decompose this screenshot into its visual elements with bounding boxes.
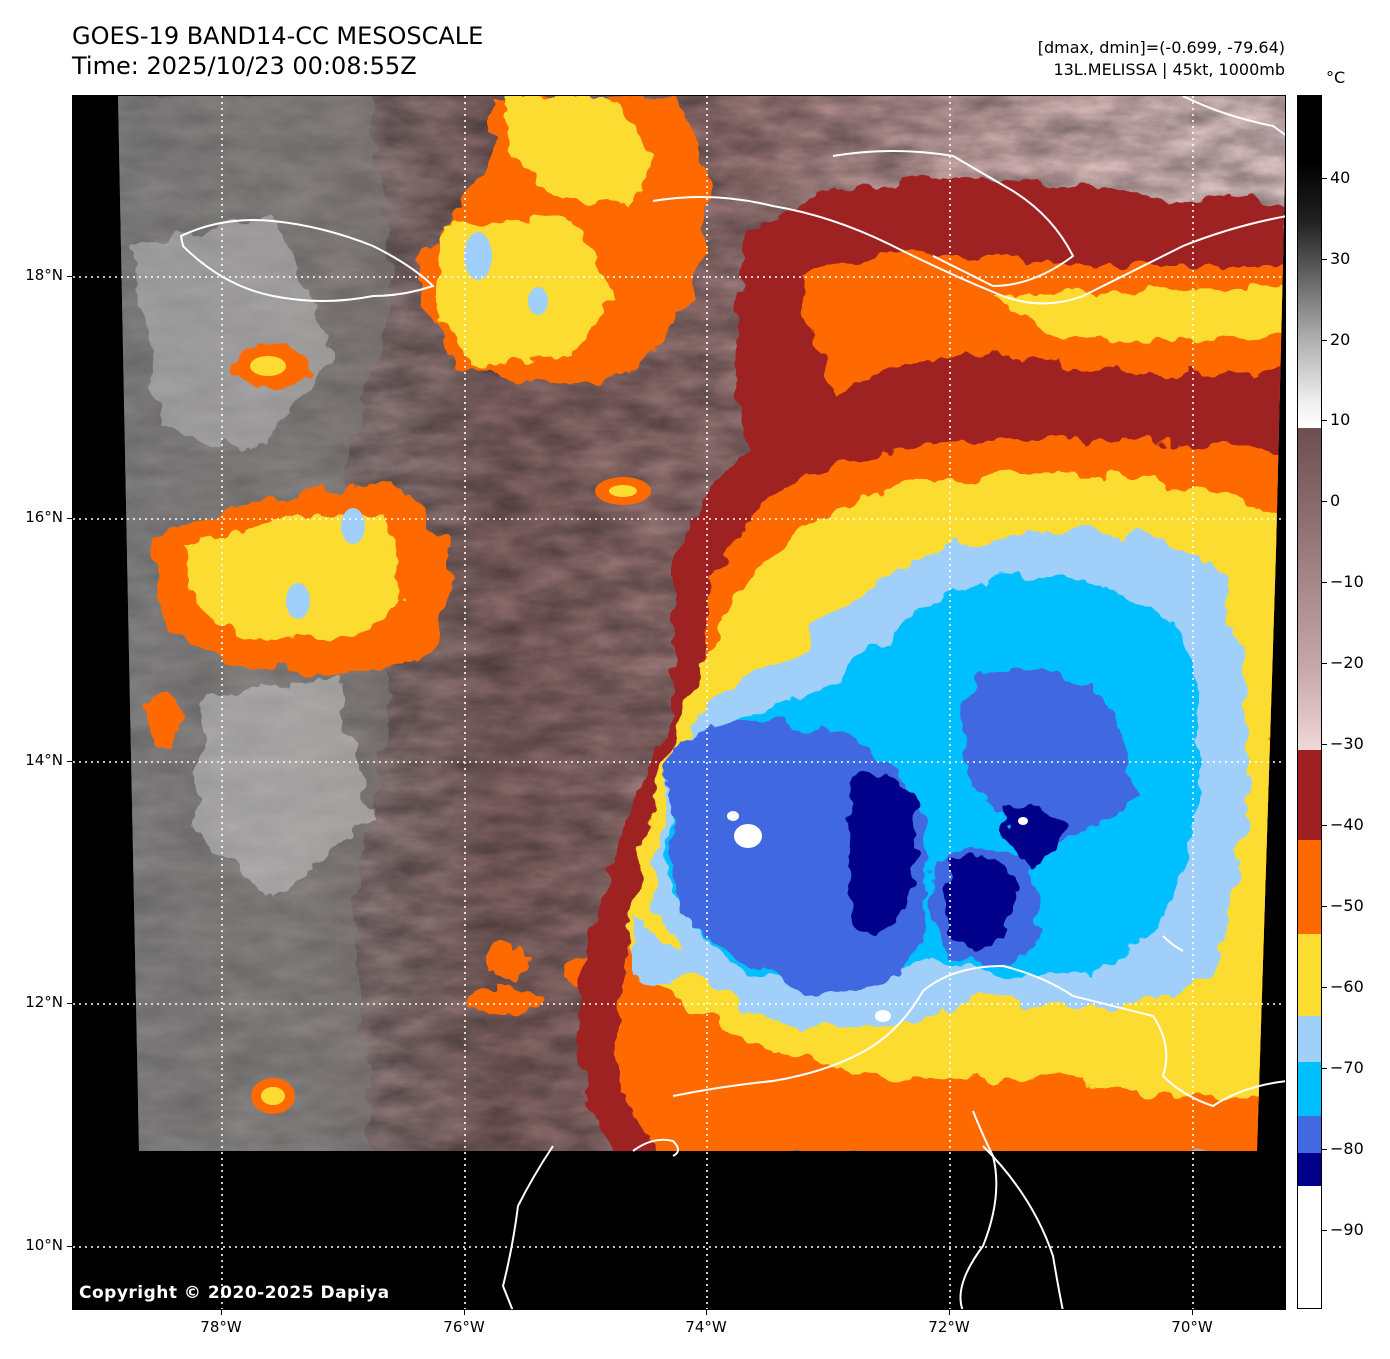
lat-tick — [67, 761, 72, 762]
colorbar — [1297, 95, 1322, 1309]
copyright-text: Copyright © 2020-2025 Dapiya — [79, 1283, 390, 1303]
colorbar-navy — [1298, 1153, 1321, 1186]
lat-tick — [67, 1003, 72, 1004]
lon-label-70w: 70°W — [1171, 1318, 1213, 1336]
coastlines — [179, 96, 1285, 1309]
colorbar-label: −70 — [1330, 1058, 1364, 1077]
colorbar-unit: °C — [1326, 68, 1346, 87]
colorbar-label: 20 — [1330, 330, 1351, 349]
lat-tick — [67, 1246, 72, 1247]
data-range: [dmax, dmin]=(-0.699, -79.64) — [1037, 38, 1285, 57]
colorbar-darkred — [1298, 750, 1321, 840]
satellite-data — [118, 96, 1285, 1151]
graticule — [73, 96, 1285, 1309]
colorbar-label: 30 — [1330, 249, 1351, 268]
colorbar-grayscale — [1298, 96, 1321, 428]
lon-tick — [1192, 1310, 1193, 1315]
lat-label-12n: 12°N — [25, 993, 63, 1011]
colorbar-lightblue — [1298, 1016, 1321, 1062]
colorbar-label: 40 — [1330, 168, 1351, 187]
lon-tick — [221, 1310, 222, 1315]
lon-label-72w: 72°W — [928, 1318, 970, 1336]
colorbar-royalblue — [1298, 1116, 1321, 1153]
lat-label-16n: 16°N — [25, 508, 63, 526]
colorbar-yellow — [1298, 934, 1321, 1016]
colorbar-label: −30 — [1330, 734, 1364, 753]
lat-tick — [67, 276, 72, 277]
lat-label-10n: 10°N — [25, 1236, 63, 1254]
colorbar-label: 0 — [1330, 491, 1341, 510]
colorbar-label: −40 — [1330, 815, 1364, 834]
lat-label-18n: 18°N — [25, 266, 63, 284]
lon-label-78w: 78°W — [200, 1318, 242, 1336]
colorbar-warm — [1298, 428, 1321, 750]
colorbar-skyblue — [1298, 1062, 1321, 1116]
lon-label-74w: 74°W — [685, 1318, 727, 1336]
timestamp: Time: 2025/10/23 00:08:55Z — [72, 52, 417, 80]
storm-info: 13L.MELISSA | 45kt, 1000mb — [1053, 60, 1285, 79]
colorbar-white — [1298, 1186, 1321, 1308]
page-title: GOES-19 BAND14-CC MESOSCALE — [72, 22, 484, 50]
colorbar-label: −50 — [1330, 896, 1364, 915]
lon-label-76w: 76°W — [443, 1318, 485, 1336]
colorbar-label: −60 — [1330, 977, 1364, 996]
colorbar-label: −10 — [1330, 572, 1364, 591]
colorbar-label: 10 — [1330, 410, 1351, 429]
satellite-map[interactable]: Copyright © 2020-2025 Dapiya — [72, 95, 1286, 1310]
lon-tick — [464, 1310, 465, 1315]
colorbar-orange — [1298, 840, 1321, 934]
colorbar-label: −80 — [1330, 1139, 1364, 1158]
lon-tick — [949, 1310, 950, 1315]
lat-tick — [67, 518, 72, 519]
colorbar-label: −90 — [1330, 1220, 1364, 1239]
colorbar-label: −20 — [1330, 653, 1364, 672]
lon-tick — [706, 1310, 707, 1315]
lat-label-14n: 14°N — [25, 751, 63, 769]
map-image — [73, 96, 1285, 1309]
